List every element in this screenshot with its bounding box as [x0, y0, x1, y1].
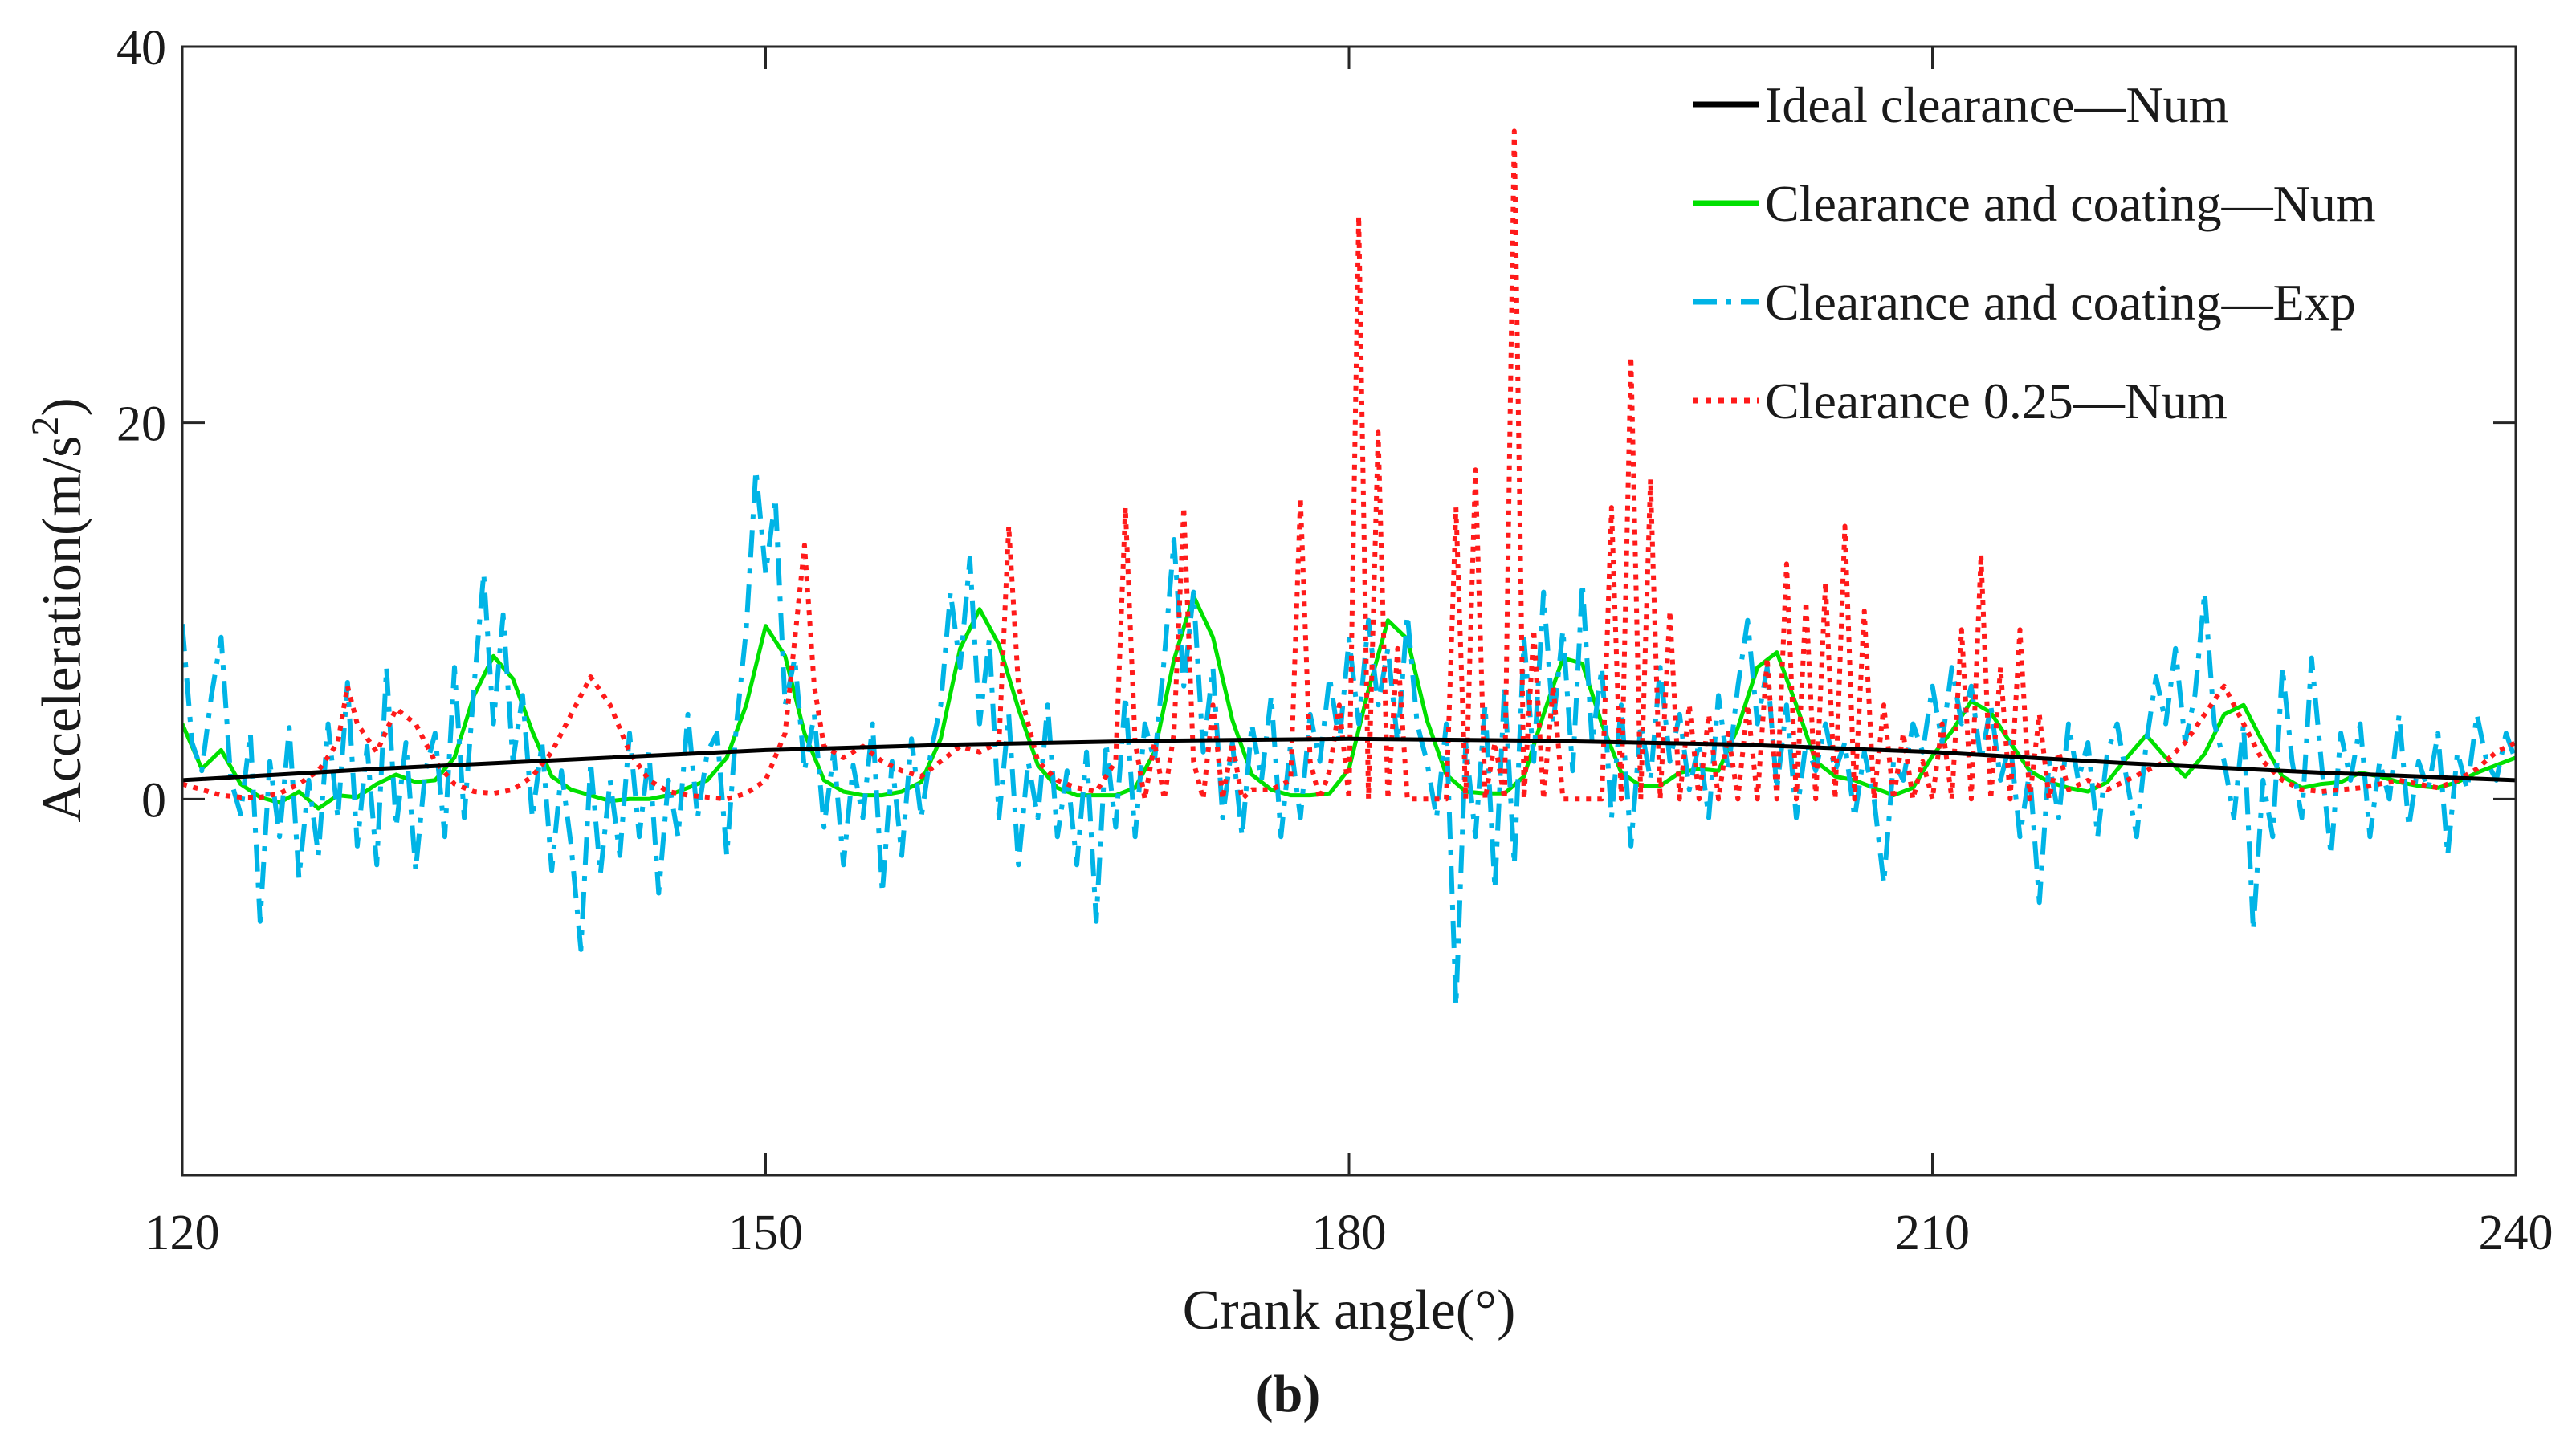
legend: Ideal clearance—Num Clearance and coating…	[1693, 76, 2376, 429]
y-tick-label-0: 0	[141, 773, 166, 828]
x-tick-label-210: 210	[1895, 1206, 1970, 1260]
panel-label: (b)	[1256, 1365, 1321, 1423]
x-tick-label-120: 120	[145, 1206, 220, 1260]
x-tick-label-150: 150	[728, 1206, 803, 1260]
y-axis-ticks: 0 20 40	[116, 21, 2516, 828]
y-tick-label-20: 20	[116, 397, 166, 452]
y-axis-title-main: Acceleration(m/s	[31, 436, 93, 823]
x-tick-label-240: 240	[2479, 1206, 2554, 1260]
x-tick-label-180: 180	[1312, 1206, 1387, 1260]
y-axis-title-superscript: 2	[24, 417, 67, 436]
series-line-clearance-and-coating-exp	[182, 467, 2516, 1009]
legend-label-clearance-and-coating-exp: Clearance and coating—Exp	[1765, 274, 2356, 331]
legend-label-clearance-and-coating-num: Clearance and coating—Num	[1765, 175, 2376, 232]
x-axis-ticks: 120 150 180 210 240	[145, 47, 2554, 1260]
y-axis-title-close: )	[31, 397, 93, 416]
legend-label-ideal-clearance-num: Ideal clearance—Num	[1765, 76, 2228, 133]
x-axis-title: Crank angle(°)	[1183, 1280, 1516, 1341]
y-axis-title: Acceleration(m/s2)	[24, 397, 93, 822]
series-line-ideal-clearance-num	[182, 736, 2516, 783]
y-tick-label-40: 40	[116, 21, 166, 75]
plot-background	[182, 47, 2516, 1175]
series-layer	[182, 128, 2516, 1009]
legend-label-clearance-0-25-num: Clearance 0.25—Num	[1765, 372, 2228, 429]
series-line-clearance-0-25-num	[182, 128, 2516, 802]
